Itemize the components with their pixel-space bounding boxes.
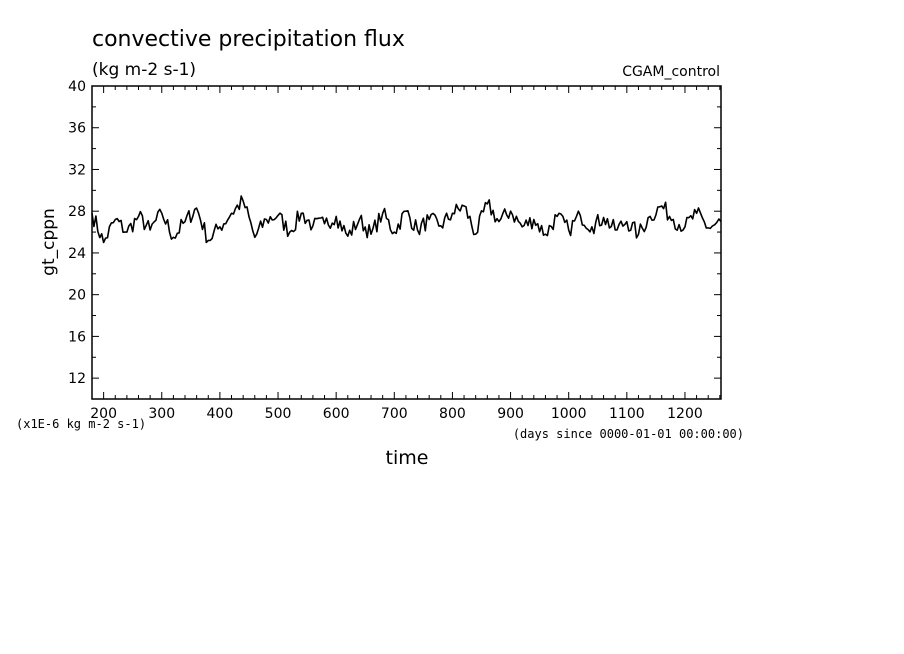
chart-title: convective precipitation flux — [92, 27, 405, 52]
y-tick-label: 40 — [68, 79, 86, 95]
y-tick-label: 36 — [68, 121, 86, 137]
x-tick-label: 1000 — [551, 406, 587, 422]
x-tick-label: 900 — [497, 406, 524, 422]
x-tick-label: 600 — [323, 406, 350, 422]
y-tick-label: 16 — [68, 329, 86, 345]
x-tick-label: 700 — [381, 406, 408, 422]
series-line — [91, 195, 722, 244]
y-tick-label: 12 — [68, 371, 86, 387]
plot-frame — [91, 85, 722, 400]
x-tick-label: 300 — [148, 406, 175, 422]
chart-subtitle: (kg m-2 s-1) — [92, 60, 196, 80]
y-tick-label: 24 — [68, 246, 86, 262]
y-tick-label: 20 — [68, 288, 86, 304]
y-tick-label: 28 — [68, 204, 86, 220]
x-tick-label: 400 — [207, 406, 234, 422]
y-axis-label: gt_cppn — [39, 208, 59, 276]
y-tick-label: 32 — [68, 162, 86, 178]
x-tick-label: 1100 — [609, 406, 645, 422]
x-tick-label: 500 — [265, 406, 292, 422]
x-tick-label: 800 — [439, 406, 466, 422]
x-tick-label: 200 — [90, 406, 117, 422]
x-axis: 200 300 400 500 600 700 800 900 1000 1100 1200 — [90, 86, 721, 422]
dataset-label: CGAM_control — [622, 64, 720, 80]
y-axis: 12 16 20 24 28 32 36 40 — [68, 79, 721, 400]
series-group — [91, 195, 722, 244]
x-tick-label: 1200 — [667, 406, 703, 422]
x-axis-label: time — [386, 447, 429, 469]
x-units-label: (days since 0000-01-01 00:00:00) — [513, 427, 744, 441]
y-scale-note: (x1E-6 kg m-2 s-1) — [16, 417, 146, 431]
